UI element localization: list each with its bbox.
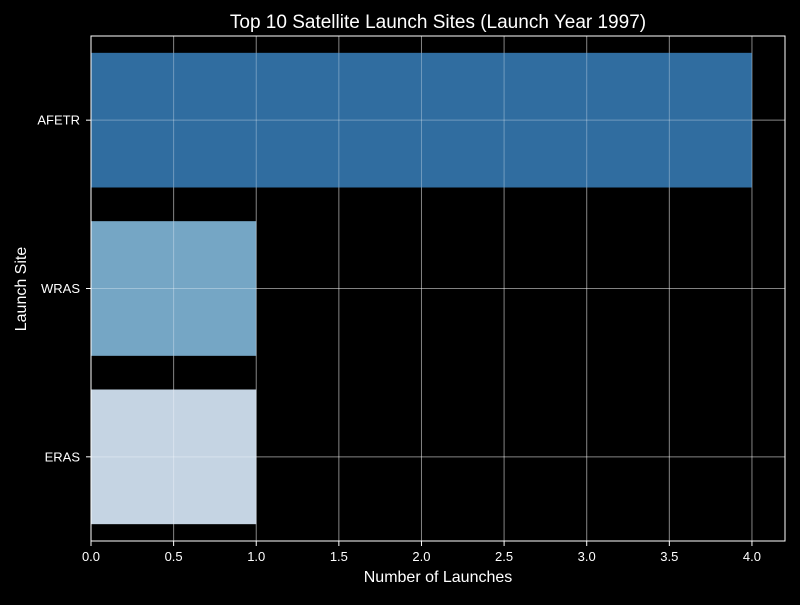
y-tick-label: AFETR	[37, 113, 80, 128]
x-axis-ticks: 0.0 0.5 1.0 1.5 2.0 2.5 3.0 3.5 4.0	[82, 541, 761, 564]
y-axis-label: Launch Site	[13, 247, 30, 332]
y-axis-ticks: AFETR WRAS ERAS	[37, 113, 91, 464]
bar-wras	[91, 221, 257, 356]
chart-title: Top 10 Satellite Launch Sites (Launch Ye…	[230, 12, 646, 33]
x-tick-label: 0.0	[82, 549, 100, 564]
x-tick-label: 3.0	[578, 549, 596, 564]
x-tick-label: 3.5	[660, 549, 678, 564]
x-tick-label: 0.5	[165, 549, 183, 564]
bar-eras	[91, 389, 257, 525]
x-tick-label: 2.0	[412, 549, 430, 564]
bars-layer	[91, 52, 752, 525]
bar-afetr	[91, 52, 752, 188]
y-tick-label: WRAS	[41, 281, 80, 296]
x-tick-label: 1.0	[247, 549, 265, 564]
x-tick-label: 2.5	[495, 549, 513, 564]
y-tick-label: ERAS	[45, 449, 81, 464]
x-axis-label: Number of Launches	[364, 569, 513, 586]
x-tick-label: 4.0	[743, 549, 761, 564]
x-tick-label: 1.5	[330, 549, 348, 564]
